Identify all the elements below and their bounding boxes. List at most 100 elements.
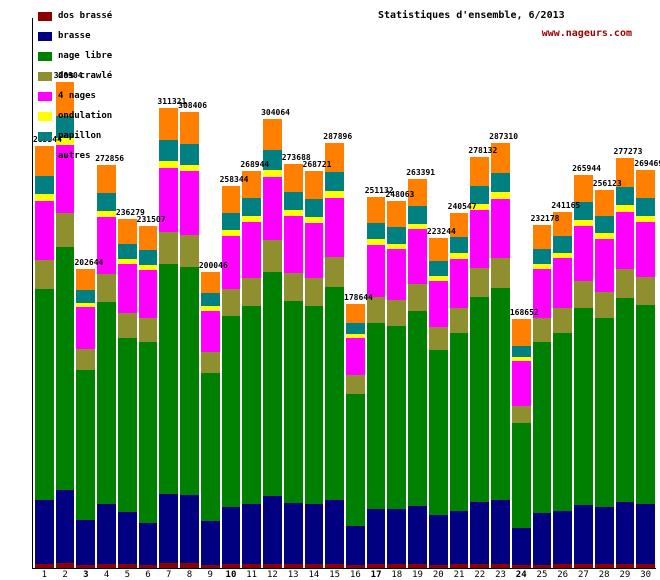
bar-segment-autres: [180, 112, 199, 145]
bar-segment-brasse: [117, 512, 137, 565]
bar-total-label-day-25: 232178: [530, 213, 560, 223]
bar-segment-autres: [366, 196, 386, 223]
bar-day-11: [242, 170, 262, 568]
legend-color-swatch: [38, 112, 52, 121]
bar-segment-nage-libre: [159, 264, 179, 495]
bar-segment-4-nages: [242, 222, 262, 278]
bar-day-18: [387, 201, 407, 568]
bar-segment-papillon: [408, 205, 427, 224]
bar-segment-dos-brassé: [117, 564, 137, 568]
x-axis-label-14: 14: [308, 570, 320, 580]
legend-item-7: autres: [38, 152, 112, 161]
bar-segment-dos-brassé: [138, 564, 158, 568]
x-axis-label-13: 13: [287, 570, 299, 580]
bar-segment-dos-brassé: [594, 564, 614, 568]
x-axis-label-28: 28: [598, 570, 610, 580]
bar-total-label-day-16: 178644: [344, 293, 373, 303]
bar-segment-nage-libre: [594, 318, 614, 508]
bar-segment-brasse: [346, 525, 365, 566]
x-axis-label-24: 24: [515, 570, 527, 580]
bar-day-26: [553, 211, 573, 568]
bar-segment-dos-crawlé: [159, 232, 179, 265]
bar-total-label-day-19: 263391: [406, 167, 436, 177]
bar-day-24: [511, 318, 531, 568]
legend-item-5: ondulation: [38, 112, 112, 121]
legend-item-3: dos crawlé: [38, 72, 112, 81]
bar-segment-brasse: [470, 502, 490, 564]
bar-segment-dos-crawlé: [35, 259, 54, 290]
bar-segment-autres: [615, 158, 635, 187]
x-axis-label-9: 9: [207, 570, 213, 580]
bar-segment-ondulation: [553, 252, 573, 258]
x-axis-label-1: 1: [41, 570, 48, 580]
bar-segment-4-nages: [97, 217, 116, 274]
bar-segment-ondulation: [97, 211, 116, 218]
bar-total-label-day-11: 268944: [240, 159, 270, 169]
bar-segment-dos-crawlé: [283, 272, 303, 302]
bar-segment-ondulation: [325, 191, 344, 198]
x-axis-label-15: 15: [329, 570, 341, 580]
bar-segment-ondulation: [532, 264, 552, 270]
bar-segment-autres: [117, 218, 137, 244]
bar-segment-brasse: [574, 504, 593, 564]
bar-segment-dos-crawlé: [97, 273, 116, 302]
x-axis-label-25: 25: [536, 570, 548, 580]
bar-segment-dos-crawlé: [304, 278, 324, 306]
bar-segment-papillon: [428, 261, 448, 277]
x-axis-label-16: 16: [349, 570, 361, 580]
bar-segment-nage-libre: [242, 305, 262, 505]
bar-segment-brasse: [615, 502, 635, 564]
bar-segment-nage-libre: [325, 287, 344, 500]
bar-segment-dos-crawlé: [408, 283, 427, 312]
bar-segment-papillon: [263, 150, 282, 171]
legend-color-swatch: [38, 32, 52, 41]
bar-segment-dos-brassé: [553, 564, 573, 568]
x-axis-label-29: 29: [619, 570, 631, 580]
bar-segment-ondulation: [574, 220, 593, 227]
bar-segment-dos-brassé: [304, 563, 324, 568]
bar-segment-dos-brassé: [283, 563, 303, 568]
bar-segment-nage-libre: [636, 305, 655, 505]
bar-segment-nage-libre: [532, 341, 552, 514]
bar-segment-4-nages: [35, 200, 54, 260]
x-axis-label-12: 12: [267, 570, 278, 580]
bar-day-15: [325, 142, 344, 568]
bar-day-13: [283, 163, 303, 568]
bar-segment-papillon: [304, 198, 324, 217]
x-axis-label-19: 19: [412, 570, 423, 580]
bar-segment-autres: [574, 175, 593, 203]
bar-segment-dos-crawlé: [200, 352, 220, 373]
bar-segment-dos-crawlé: [117, 313, 137, 338]
bar-segment-autres: [470, 157, 490, 186]
bar-segment-nage-libre: [615, 297, 635, 503]
bar-segment-dos-brassé: [35, 563, 54, 568]
bar-segment-autres: [449, 212, 469, 238]
bar-segment-brasse: [159, 494, 179, 564]
bar-day-29: [615, 158, 635, 568]
bar-segment-dos-crawlé: [387, 300, 407, 327]
bar-segment-papillon: [97, 193, 116, 212]
x-axis-label-21: 21: [453, 570, 465, 580]
bar-segment-4-nages: [76, 307, 96, 350]
bar-segment-papillon: [200, 293, 220, 307]
bar-segment-papillon: [574, 202, 593, 221]
bar-segment-4-nages: [574, 226, 593, 281]
bar-segment-dos-brassé: [615, 563, 635, 568]
bar-segment-dos-brassé: [511, 565, 531, 568]
x-axis-label-4: 4: [103, 570, 110, 580]
x-axis-label-26: 26: [557, 570, 569, 580]
bar-day-1: [35, 146, 54, 568]
bar-segment-brasse: [532, 513, 552, 565]
bar-total-label-day-18: 248063: [385, 190, 415, 200]
x-axis-label-27: 27: [578, 570, 589, 580]
bar-segment-autres: [346, 304, 365, 323]
bar-day-30: [636, 169, 655, 568]
bar-segment-brasse: [76, 520, 96, 565]
bar-segment-papillon: [221, 212, 241, 230]
bar-total-label-day-14: 268721: [302, 159, 332, 169]
bar-segment-nage-libre: [449, 333, 469, 512]
bar-segment-nage-libre: [553, 332, 573, 511]
bar-segment-ondulation: [366, 239, 386, 245]
bar-segment-ondulation: [304, 216, 324, 223]
